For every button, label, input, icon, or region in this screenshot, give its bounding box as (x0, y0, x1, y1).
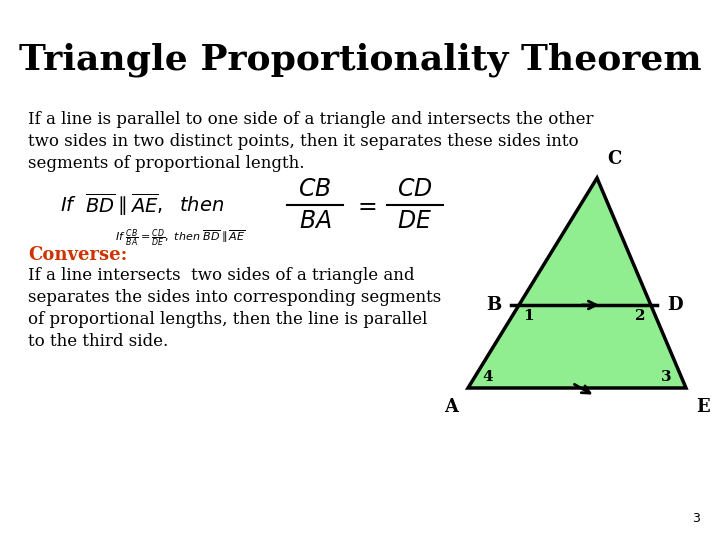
Text: D: D (667, 296, 683, 314)
Text: 3: 3 (692, 512, 700, 525)
Text: segments of proportional length.: segments of proportional length. (28, 156, 305, 172)
Text: 3: 3 (662, 370, 672, 384)
Text: 4: 4 (482, 370, 492, 384)
Text: If a line is parallel to one side of a triangle and intersects the other: If a line is parallel to one side of a t… (28, 111, 593, 129)
Text: $\mathit{If}\ \frac{CB}{BA}=\frac{CD}{DE},\ \mathit{then}\ \overline{BD}\paralle: $\mathit{If}\ \frac{CB}{BA}=\frac{CD}{DE… (115, 227, 246, 248)
Text: C: C (607, 150, 621, 168)
Text: If a line intersects  two sides of a triangle and: If a line intersects two sides of a tria… (28, 267, 415, 284)
Polygon shape (468, 178, 686, 388)
Text: B: B (486, 296, 501, 314)
Text: Triangle Proportionality Theorem: Triangle Proportionality Theorem (19, 43, 701, 77)
Text: Converse:: Converse: (28, 246, 127, 264)
Text: 2: 2 (634, 309, 645, 323)
Text: E: E (696, 398, 710, 416)
Text: A: A (444, 398, 458, 416)
Text: to the third side.: to the third side. (28, 333, 168, 349)
Text: 1: 1 (523, 309, 534, 323)
Text: $=$: $=$ (353, 193, 377, 217)
Text: $\mathit{CB}$: $\mathit{CB}$ (298, 177, 332, 201)
Text: of proportional lengths, then the line is parallel: of proportional lengths, then the line i… (28, 310, 428, 327)
Text: $\mathit{BA}$: $\mathit{BA}$ (299, 209, 331, 233)
Text: $\mathit{DE}$: $\mathit{DE}$ (397, 209, 433, 233)
Text: separates the sides into corresponding segments: separates the sides into corresponding s… (28, 288, 441, 306)
Text: two sides in two distinct points, then it separates these sides into: two sides in two distinct points, then i… (28, 133, 579, 151)
Text: $\mathit{If}\ \ \overline{BD}\parallel\overline{AE},\ \ \mathit{then}$: $\mathit{If}\ \ \overline{BD}\parallel\o… (60, 192, 225, 218)
Text: $\mathit{CD}$: $\mathit{CD}$ (397, 177, 433, 201)
